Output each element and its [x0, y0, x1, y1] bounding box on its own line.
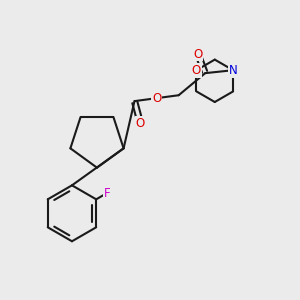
Text: N: N: [229, 64, 238, 77]
Text: O: O: [193, 47, 203, 61]
Text: F: F: [103, 187, 110, 200]
Text: O: O: [152, 92, 161, 105]
Text: O: O: [192, 64, 201, 77]
Text: O: O: [136, 117, 145, 130]
